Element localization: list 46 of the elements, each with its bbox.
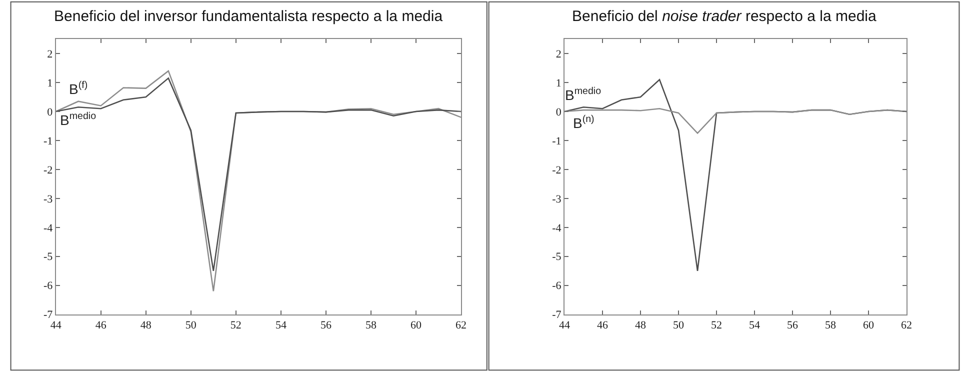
chart-title: Beneficio del noise trader respecto a la media	[572, 8, 878, 25]
x-tick-label: 50	[673, 320, 685, 332]
y-tick-label: -4	[552, 222, 562, 234]
x-tick-label: 58	[365, 320, 377, 332]
series-label: B$^{medio}$	[565, 86, 602, 103]
x-tick-label: 56	[787, 320, 799, 332]
x-tick-label: 56	[320, 320, 332, 332]
y-tick-label: -7	[552, 309, 562, 322]
y-tick-label: -6	[43, 280, 54, 292]
chart-title: Beneficio del inversor fundamentalista respecto a la media	[54, 8, 444, 25]
x-tick-label: 60	[863, 320, 875, 332]
y-tick-label: 1	[47, 77, 53, 90]
x-tick-label: 44	[50, 320, 62, 332]
y-tick-label: 0	[47, 106, 54, 118]
y-tick-label: -5	[552, 251, 562, 264]
x-tick-label: 52	[230, 320, 242, 332]
y-tick-label: -2	[552, 164, 562, 176]
y-tick-label: -1	[552, 135, 562, 148]
x-tick-label: 46	[95, 320, 107, 332]
y-tick-label: -7	[43, 309, 54, 322]
x-tick-label: 54	[275, 320, 287, 332]
series-label: B$^{(n)}$	[573, 114, 594, 131]
y-tick-label: -6	[552, 280, 562, 292]
x-tick-label: 50	[185, 320, 197, 332]
x-tick-label: 48	[140, 320, 152, 332]
series-label: B$^{medio}$	[60, 111, 97, 128]
y-tick-label: -4	[43, 222, 54, 234]
y-tick-label: -3	[43, 193, 54, 206]
y-tick-label: -3	[552, 193, 562, 206]
x-tick-label: 62	[901, 320, 912, 332]
x-tick-label: 62	[456, 320, 467, 332]
y-tick-label: -1	[43, 135, 53, 148]
y-tick-label: -5	[43, 251, 54, 264]
y-tick-label: 1	[556, 77, 562, 90]
x-tick-label: 54	[749, 320, 761, 332]
x-tick-label: 52	[711, 320, 722, 332]
x-tick-label: 58	[825, 320, 837, 332]
y-tick-label: -2	[43, 164, 53, 176]
x-tick-label: 60	[410, 320, 422, 332]
y-tick-label: 2	[47, 48, 53, 60]
x-tick-label: 44	[559, 320, 571, 332]
x-tick-label: 46	[597, 320, 609, 332]
x-tick-label: 48	[635, 320, 647, 332]
series-label: B$^{(f)}$	[69, 80, 88, 97]
y-tick-label: 2	[556, 48, 562, 60]
y-tick-label: 0	[556, 106, 562, 118]
